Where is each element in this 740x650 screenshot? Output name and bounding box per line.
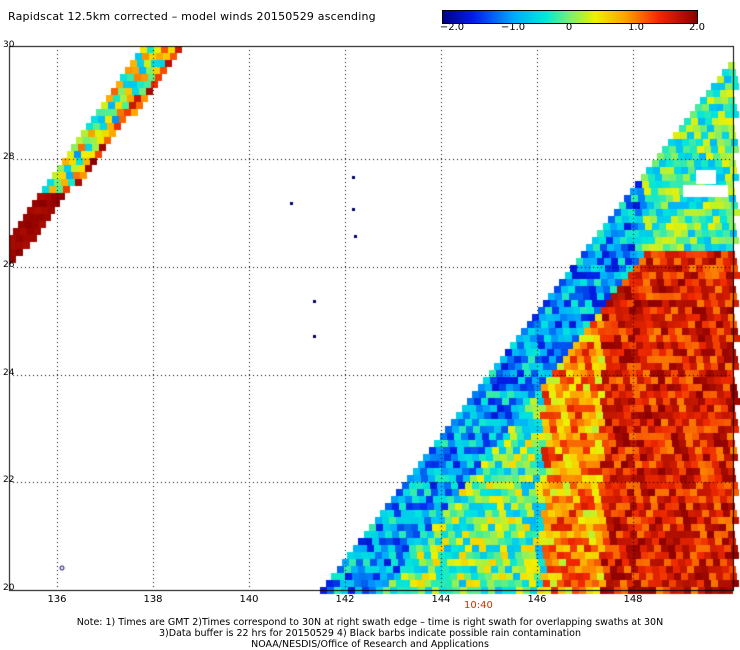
colorbar-label-min: −2.0 [439,22,465,33]
colorbar-label-zero: 0 [565,22,573,33]
x-tick-138: 138 [143,594,163,605]
colorbar-label-neg1: −1.0 [500,22,526,33]
y-tick-20: 20 [3,583,15,593]
colorbar-label-max: 2.0 [689,22,705,33]
note-line-3: NOAA/NESDIS/Office of Research and Appli… [251,639,489,650]
x-tick-146: 146 [527,594,547,605]
y-tick-22: 22 [3,475,15,485]
note-line-2: 3)Data buffer is 22 hrs for 20150529 4) … [159,628,581,639]
x-tick-148: 148 [623,594,643,605]
x-tick-136: 136 [47,594,67,605]
colorbar [442,10,698,24]
swath-time-label: 10:40 [464,600,493,611]
y-tick-28: 28 [3,152,15,162]
y-tick-26: 26 [3,260,15,270]
colorbar-label-pos1: 1.0 [628,22,644,33]
x-tick-140: 140 [239,594,259,605]
note-line-1: Note: 1) Times are GMT 2)Times correspon… [76,617,664,628]
x-tick-144: 144 [431,594,451,605]
y-tick-24: 24 [3,368,15,378]
plot-title: Rapidscat 12.5km corrected – model winds… [8,10,376,23]
x-tick-142: 142 [335,594,355,605]
y-tick-30: 30 [3,40,15,50]
